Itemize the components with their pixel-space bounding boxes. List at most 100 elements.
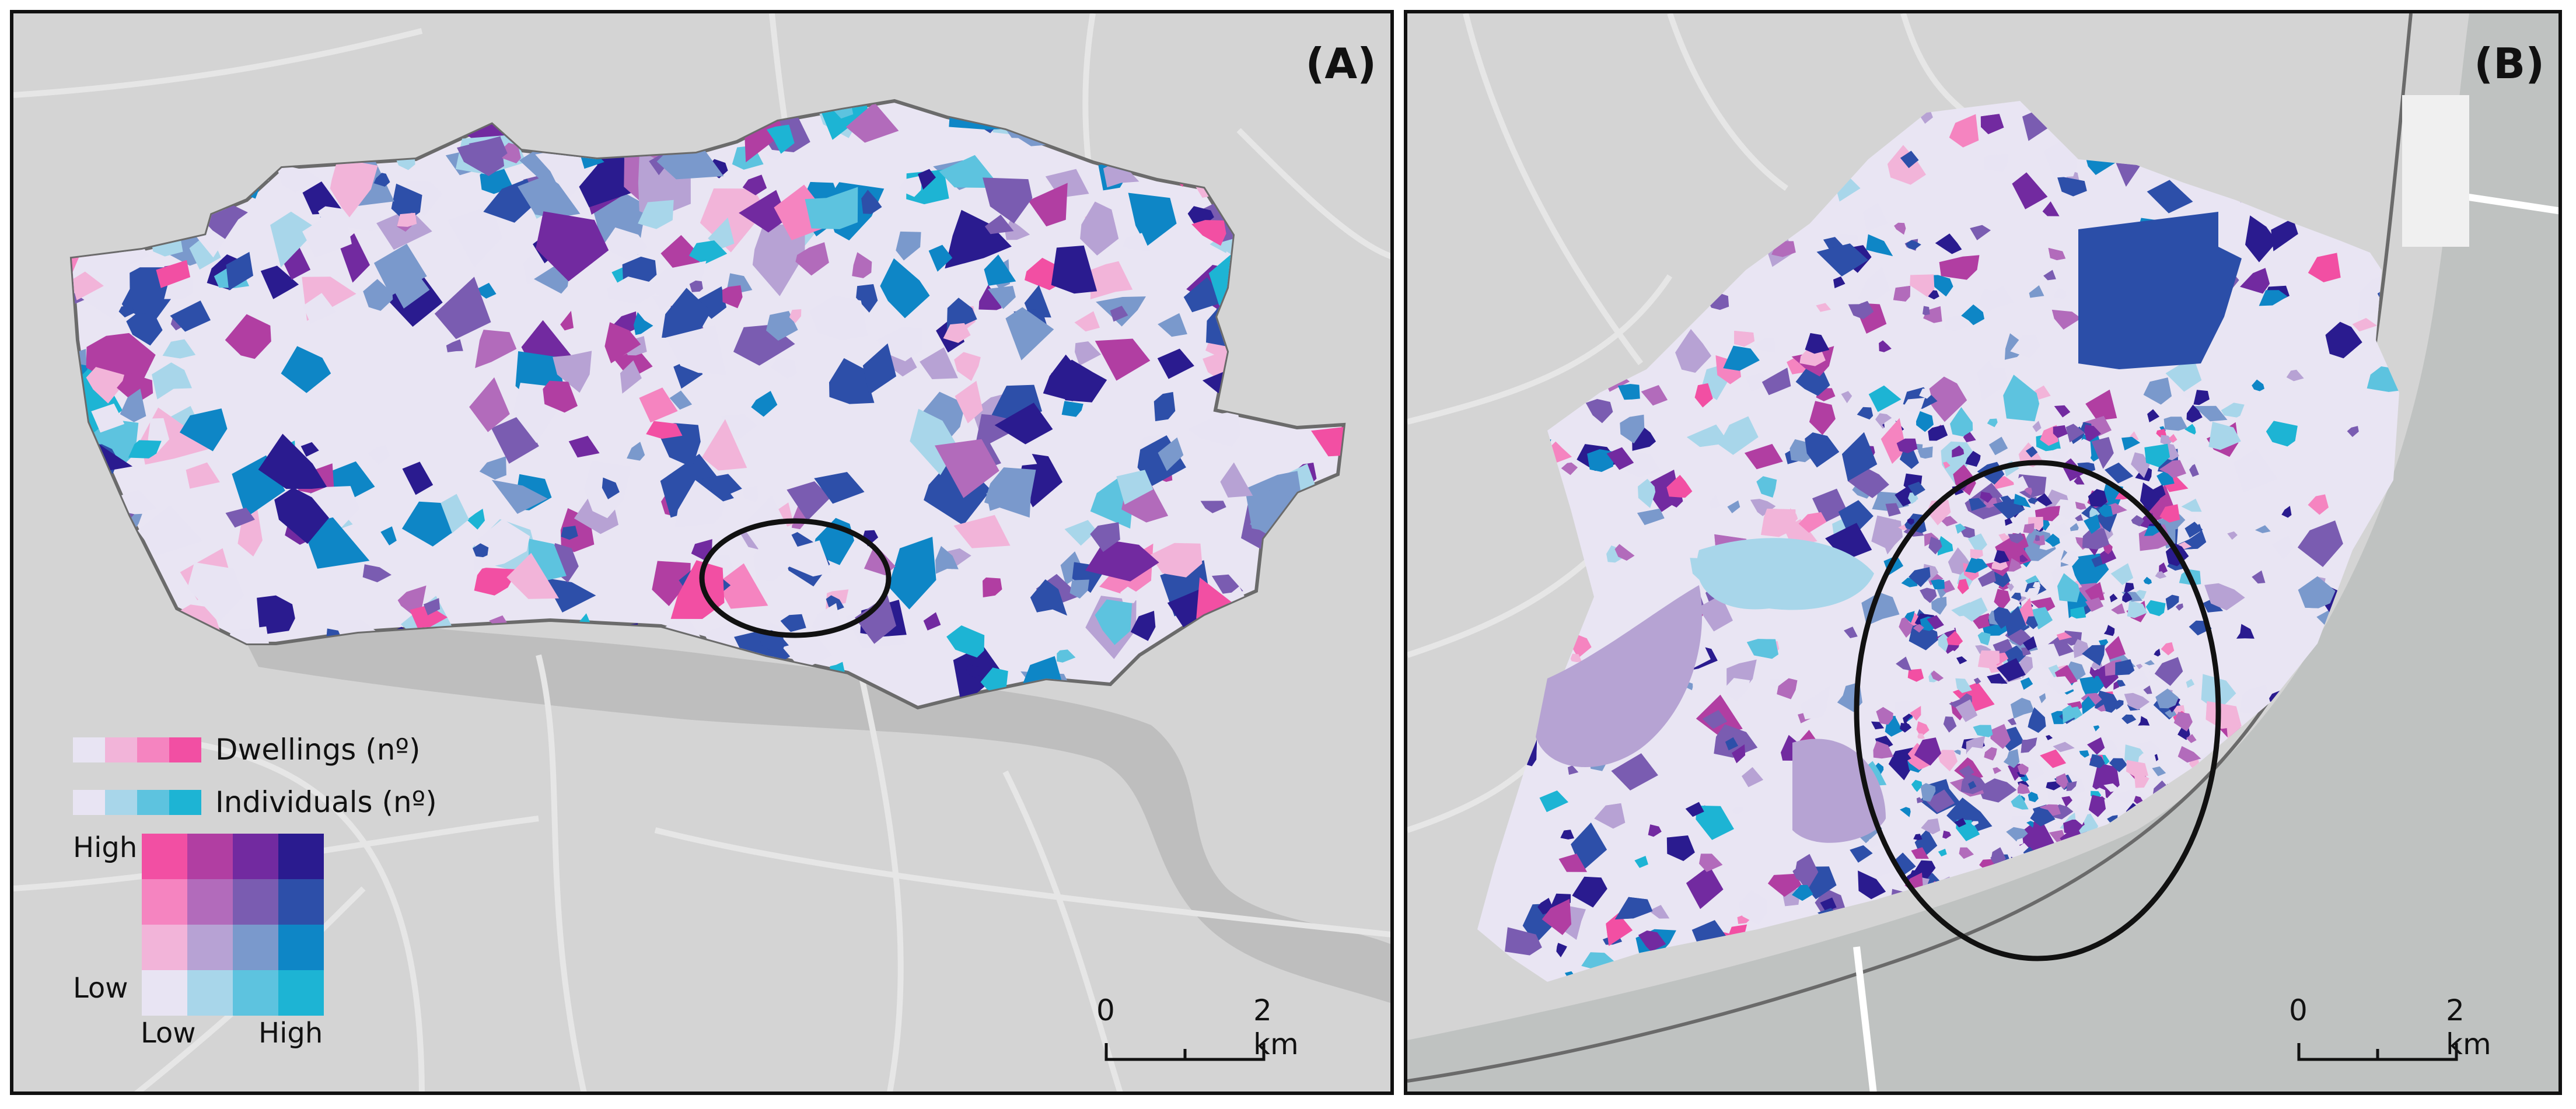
- choropleth-patch: [1611, 753, 1658, 790]
- choropleth-patch: [1950, 407, 1973, 437]
- choropleth-patch: [1863, 202, 1888, 231]
- choropleth-patch: [2012, 172, 2048, 209]
- choropleth-patch: [1920, 587, 1937, 603]
- choropleth-patch: [1624, 452, 1661, 478]
- choropleth-patch: [604, 322, 641, 363]
- choropleth-patch: [2288, 120, 2305, 134]
- choropleth-patch: [1910, 706, 1921, 721]
- choropleth-patch: [2155, 688, 2179, 709]
- choropleth-patch: [1589, 230, 1602, 242]
- choropleth-patch: [186, 462, 220, 489]
- choropleth-patch: [2240, 268, 2270, 294]
- choropleth-patch: [2021, 737, 2037, 753]
- choropleth-patch: [414, 101, 454, 148]
- choropleth-patch: [1896, 438, 1918, 453]
- choropleth-patch: [1226, 179, 1247, 195]
- bivariate-legend-matrix: [142, 834, 324, 1016]
- choropleth-patch: [1798, 512, 1827, 533]
- choropleth-patch: [2227, 531, 2238, 540]
- shoreline-b: [1407, 13, 2413, 1083]
- basemap-a: [13, 13, 1390, 1091]
- choropleth-patch: [391, 183, 422, 222]
- choropleth-patch: [2303, 131, 2323, 148]
- choropleth-patch: [130, 191, 155, 221]
- choropleth-patch: [955, 380, 983, 424]
- choropleth-patch: [1979, 289, 2001, 313]
- choropleth-patch: [318, 206, 353, 226]
- choropleth-patch: [446, 339, 463, 352]
- bivariate-cell-0-2: [233, 834, 278, 879]
- choropleth-patch: [2308, 494, 2329, 515]
- choropleth-patch: [2056, 632, 2072, 641]
- choropleth-patch: [751, 391, 778, 417]
- choropleth-patch: [1214, 110, 1238, 133]
- choropleth-patch: [260, 265, 299, 299]
- choropleth-patch: [1761, 508, 1796, 537]
- choropleth-patch: [2046, 781, 2061, 790]
- choropleth-patch: [1266, 613, 1283, 631]
- choropleth-patch: [1993, 767, 2002, 774]
- river: [223, 597, 1390, 1003]
- choropleth-patch: [2152, 766, 2166, 776]
- choropleth-patch: [1916, 721, 1930, 737]
- choropleth-patch: [918, 169, 936, 190]
- choropleth-patch: [2051, 565, 2070, 592]
- choropleth-patch: [1061, 401, 1083, 417]
- choropleth-patch: [208, 135, 254, 183]
- choropleth-patch: [2259, 290, 2288, 306]
- choropleth-patch: [1126, 672, 1158, 708]
- choropleth-patch: [1312, 488, 1336, 501]
- choropleth-patch: [721, 414, 758, 441]
- choropleth-patch: [2299, 146, 2339, 173]
- choropleth-patch: [2127, 600, 2148, 618]
- choropleth-patch: [1959, 847, 1974, 859]
- choropleth-patch: [1957, 579, 1969, 594]
- legend-dwellings: Dwellings (nº): [73, 733, 420, 767]
- choropleth-patch: [1571, 822, 1607, 872]
- choropleth-patch: [86, 515, 102, 538]
- choropleth-patch: [1546, 541, 1572, 562]
- choropleth-patch: [2085, 597, 2104, 612]
- choropleth-patch: [281, 346, 331, 393]
- choropleth-patch: [1539, 790, 1568, 812]
- choropleth-patch: [1593, 357, 1618, 386]
- panel-label-b: (B): [2474, 39, 2544, 88]
- choropleth-patch: [453, 101, 484, 125]
- choropleth-patch: [553, 101, 594, 158]
- choropleth-patch: [652, 561, 691, 606]
- choropleth-patch: [1941, 441, 1975, 485]
- choropleth-patch: [2075, 514, 2084, 522]
- choropleth-patch: [1512, 519, 1537, 543]
- choropleth-patch: [1710, 495, 1721, 509]
- choropleth-patch: [2298, 190, 2327, 218]
- choropleth-patch: [1252, 297, 1270, 317]
- choropleth-patch: [300, 442, 319, 457]
- choropleth-patch: [1907, 669, 1924, 682]
- choropleth-patch: [652, 295, 673, 310]
- choropleth-patch: [1188, 411, 1240, 447]
- choropleth-patch: [474, 282, 497, 299]
- choropleth-patch: [1900, 151, 1919, 169]
- choropleth-patch: [553, 351, 592, 393]
- choropleth-patch: [2134, 796, 2143, 804]
- choropleth-patch: [1725, 737, 1738, 751]
- choropleth-patch: [127, 101, 168, 130]
- choropleth-patch: [1816, 243, 1868, 277]
- large-patch-airport: [2078, 212, 2242, 369]
- choropleth-patch: [2032, 858, 2047, 867]
- choropleth-patch: [1980, 491, 1993, 503]
- choropleth-patch: [1310, 278, 1344, 329]
- choropleth-patch: [2051, 309, 2081, 330]
- choropleth-patch: [324, 110, 382, 151]
- choropleth-patch: [1294, 132, 1327, 158]
- highlight-ellipse-a: [699, 518, 892, 638]
- choropleth-patch: [2022, 636, 2037, 651]
- choropleth-patch: [1943, 716, 1957, 733]
- choropleth-patch: [1242, 290, 1263, 310]
- choropleth-patch: [362, 564, 392, 583]
- choropleth-patch: [602, 477, 620, 499]
- choropleth-patch: [2298, 520, 2343, 567]
- choropleth-patch: [2091, 555, 2104, 568]
- choropleth-patch: [1080, 201, 1119, 256]
- choropleth-patch: [1638, 930, 1666, 952]
